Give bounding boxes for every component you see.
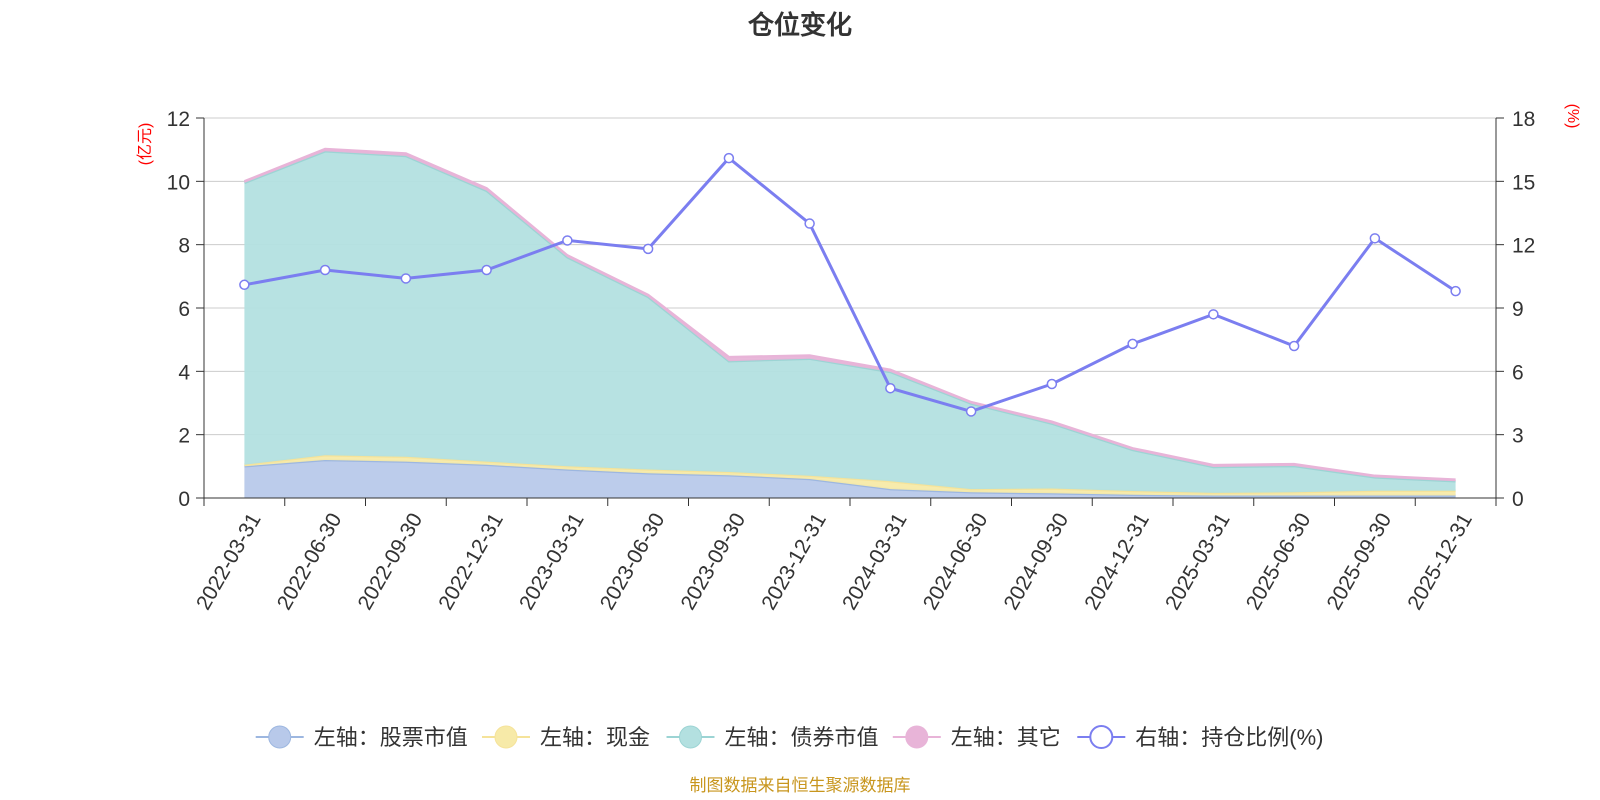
right-tick-label: 3 [1512, 425, 1524, 448]
legend-swatch-marker [679, 725, 702, 749]
chart-title: 仓位变化 [747, 10, 852, 40]
x-tick-label: 2022-12-31 [434, 509, 508, 614]
ratio-point [1450, 285, 1461, 297]
legend-label: 右轴：持仓比例(%) [1135, 725, 1323, 750]
ratio-point [723, 152, 735, 164]
x-tick-label: 2022-03-31 [192, 509, 266, 614]
ratio-point [1208, 309, 1219, 320]
legend-swatch-marker [268, 725, 292, 749]
legend-item-2[interactable]: 左轴：现金 [482, 725, 650, 750]
legend-label: 左轴：现金 [540, 725, 650, 750]
ratio-point [400, 273, 412, 284]
legend-item-5[interactable]: 右轴：持仓比例(%) [1077, 725, 1324, 750]
left-tick-label: 4 [178, 361, 190, 384]
legend[interactable]: 左轴：股票市值 左轴：现金 左轴：债券市值 左轴：其它 右轴：持仓比例(%) [255, 725, 1324, 750]
right-tick-label: 18 [1512, 108, 1535, 131]
legend-swatch-marker [1089, 725, 1114, 749]
ratio-point [642, 243, 654, 255]
right-axis-unit: (%) [1564, 104, 1581, 129]
ratio-point [481, 264, 492, 276]
legend-label: 左轴：债券市值 [725, 725, 879, 750]
left-tick-label: 10 [167, 171, 190, 194]
x-tick-label: 2025-06-30 [1242, 509, 1316, 614]
ratio-line-path [244, 156, 1457, 413]
left-tick-label: 6 [178, 298, 190, 321]
legend-swatch-marker [494, 725, 518, 749]
left-tick-label: 0 [178, 488, 190, 511]
x-tick-label: 2024-06-30 [919, 509, 993, 614]
ratio-point [562, 235, 573, 246]
ratio-point [1288, 340, 1300, 352]
x-tick-label: 2025-03-31 [1161, 509, 1235, 614]
legend-item-3[interactable]: 左轴：债券市值 [666, 725, 879, 750]
stacked-areas [243, 147, 1456, 498]
legend-swatch-marker [905, 725, 929, 749]
x-tick-label: 2025-12-31 [1403, 509, 1477, 614]
area-3 [244, 151, 1456, 493]
ratio-point [1046, 378, 1058, 390]
left-tick-label: 2 [178, 425, 190, 448]
ratio-point [319, 264, 331, 276]
legend-item-4[interactable]: 左轴：其它 [892, 725, 1061, 750]
right-tick-label: 12 [1512, 235, 1535, 258]
left-tick-label: 8 [178, 235, 190, 258]
legend-item-1[interactable]: 左轴：股票市值 [255, 725, 468, 750]
x-tick-label: 2024-09-30 [999, 509, 1073, 614]
x-tick-label: 2024-03-31 [838, 509, 912, 614]
x-tick-label: 2023-12-31 [757, 509, 831, 614]
left-tick-label: 12 [167, 108, 190, 131]
ratio-point [1127, 338, 1138, 350]
legend-label: 左轴：其它 [951, 725, 1061, 750]
x-tick-label: 2023-06-30 [596, 509, 670, 614]
right-tick-label: 6 [1512, 361, 1524, 384]
legend-label: 左轴：股票市值 [314, 725, 468, 750]
ratio-point [885, 382, 896, 394]
x-tick-label: 2023-09-30 [676, 509, 750, 614]
x-tick-label: 2022-09-30 [353, 509, 427, 614]
right-tick-label: 15 [1512, 171, 1535, 194]
x-tick-label: 2022-06-30 [273, 509, 347, 614]
x-tick-label: 2024-12-31 [1080, 509, 1154, 614]
ratio-point [965, 406, 977, 417]
right-tick-label: 9 [1512, 298, 1524, 321]
ratio-line [239, 152, 1461, 417]
x-tick-label: 2023-03-31 [515, 509, 589, 614]
area-edge-4 [243, 147, 1456, 481]
data-source-footer: 制图数据来自恒生聚源数据库 [690, 776, 911, 795]
left-axis-unit: (亿元) [136, 123, 154, 166]
ratio-point [1369, 233, 1381, 244]
ratio-point [239, 279, 250, 291]
x-tick-label: 2025-09-30 [1322, 509, 1396, 614]
right-tick-label: 0 [1512, 488, 1524, 511]
ratio-point [804, 218, 815, 229]
